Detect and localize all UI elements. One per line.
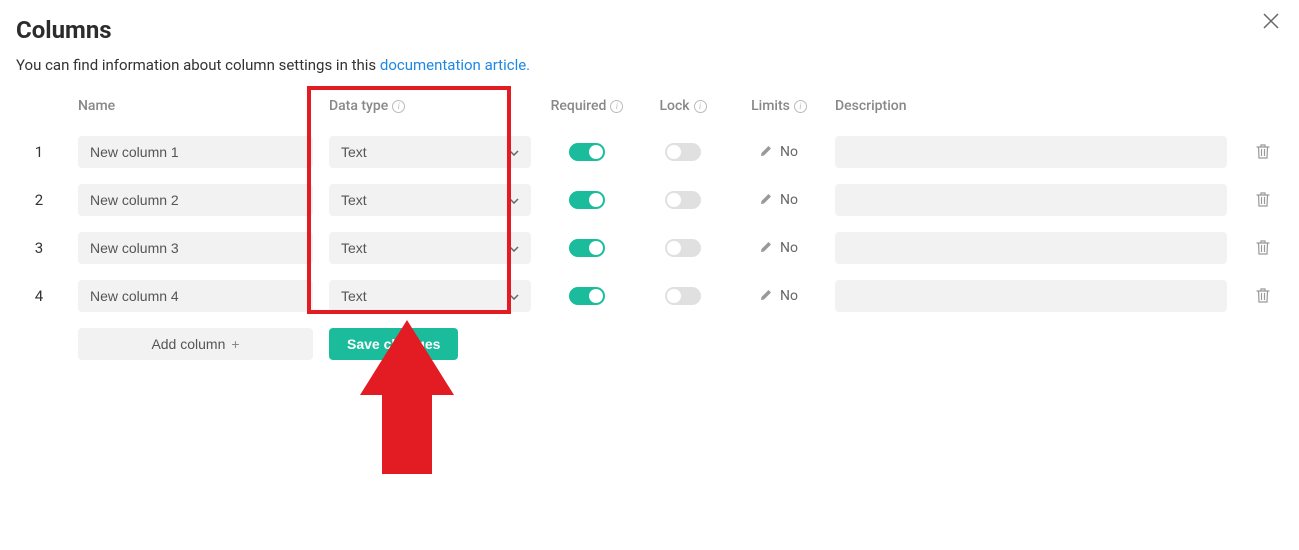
table-row: 4 No: [16, 272, 1283, 320]
delete-row-button[interactable]: [1243, 192, 1283, 208]
limits-cell[interactable]: No: [739, 288, 819, 304]
plus-icon: +: [231, 336, 239, 352]
delete-row-button[interactable]: [1243, 144, 1283, 160]
required-toggle[interactable]: [569, 143, 605, 161]
limits-cell[interactable]: No: [739, 192, 819, 208]
close-icon: [1263, 13, 1279, 29]
required-toggle[interactable]: [569, 239, 605, 257]
header-lock-label: Lock: [659, 98, 689, 114]
description-input[interactable]: [835, 136, 1227, 168]
header-datatype: Data type i: [329, 98, 531, 114]
row-index: 3: [16, 239, 62, 257]
documentation-link[interactable]: documentation article.: [380, 56, 530, 74]
header-datatype-label: Data type: [329, 98, 388, 114]
column-name-input[interactable]: [78, 184, 313, 216]
limits-cell[interactable]: No: [739, 240, 819, 256]
header-description: Description: [835, 98, 1227, 114]
delete-row-button[interactable]: [1243, 288, 1283, 304]
subtitle: You can find information about column se…: [16, 56, 1283, 74]
table-row: 2 No: [16, 176, 1283, 224]
info-icon[interactable]: i: [392, 100, 405, 113]
lock-toggle[interactable]: [665, 191, 701, 209]
close-button[interactable]: [1263, 12, 1279, 32]
description-input[interactable]: [835, 184, 1227, 216]
column-name-input[interactable]: [78, 136, 313, 168]
header-limits: Limits i: [739, 98, 819, 114]
lock-toggle[interactable]: [665, 239, 701, 257]
limits-cell[interactable]: No: [739, 144, 819, 160]
info-icon[interactable]: i: [694, 100, 707, 113]
datatype-select[interactable]: [329, 184, 531, 216]
row-index: 4: [16, 287, 62, 305]
trash-icon: [1256, 144, 1270, 160]
datatype-select[interactable]: [329, 232, 531, 264]
lock-toggle[interactable]: [665, 287, 701, 305]
column-name-input[interactable]: [78, 232, 313, 264]
limits-label: No: [780, 144, 798, 160]
required-toggle[interactable]: [569, 287, 605, 305]
header-name: Name: [78, 98, 313, 114]
columns-table: Name Data type i Required i Lock i Limit…: [16, 98, 1283, 368]
description-input[interactable]: [835, 280, 1227, 312]
table-row: 1 No: [16, 128, 1283, 176]
pencil-icon: [760, 193, 772, 208]
add-column-button[interactable]: Add column +: [78, 328, 313, 360]
header-description-label: Description: [835, 98, 907, 114]
row-index: 2: [16, 191, 62, 209]
pencil-icon: [760, 241, 772, 256]
datatype-select[interactable]: [329, 280, 531, 312]
header-required-label: Required: [551, 98, 607, 114]
trash-icon: [1256, 192, 1270, 208]
header-lock: Lock i: [643, 98, 723, 114]
table-header-row: Name Data type i Required i Lock i Limit…: [16, 98, 1283, 128]
description-input[interactable]: [835, 232, 1227, 264]
required-toggle[interactable]: [569, 191, 605, 209]
pencil-icon: [760, 289, 772, 304]
header-required: Required i: [547, 98, 627, 114]
table-row: 3 No: [16, 224, 1283, 272]
save-changes-button[interactable]: Save changes: [329, 328, 458, 360]
pencil-icon: [760, 145, 772, 160]
header-limits-label: Limits: [751, 98, 790, 114]
lock-toggle[interactable]: [665, 143, 701, 161]
page-title: Columns: [16, 16, 1283, 44]
header-name-label: Name: [78, 98, 115, 114]
info-icon[interactable]: i: [794, 100, 807, 113]
info-icon[interactable]: i: [610, 100, 623, 113]
subtitle-text: You can find information about column se…: [16, 56, 380, 74]
column-name-input[interactable]: [78, 280, 313, 312]
limits-label: No: [780, 192, 798, 208]
limits-label: No: [780, 240, 798, 256]
add-column-label: Add column: [151, 336, 225, 352]
datatype-select[interactable]: [329, 136, 531, 168]
trash-icon: [1256, 288, 1270, 304]
delete-row-button[interactable]: [1243, 240, 1283, 256]
limits-label: No: [780, 288, 798, 304]
trash-icon: [1256, 240, 1270, 256]
row-index: 1: [16, 143, 62, 161]
action-row: Add column + Save changes: [16, 320, 1283, 368]
